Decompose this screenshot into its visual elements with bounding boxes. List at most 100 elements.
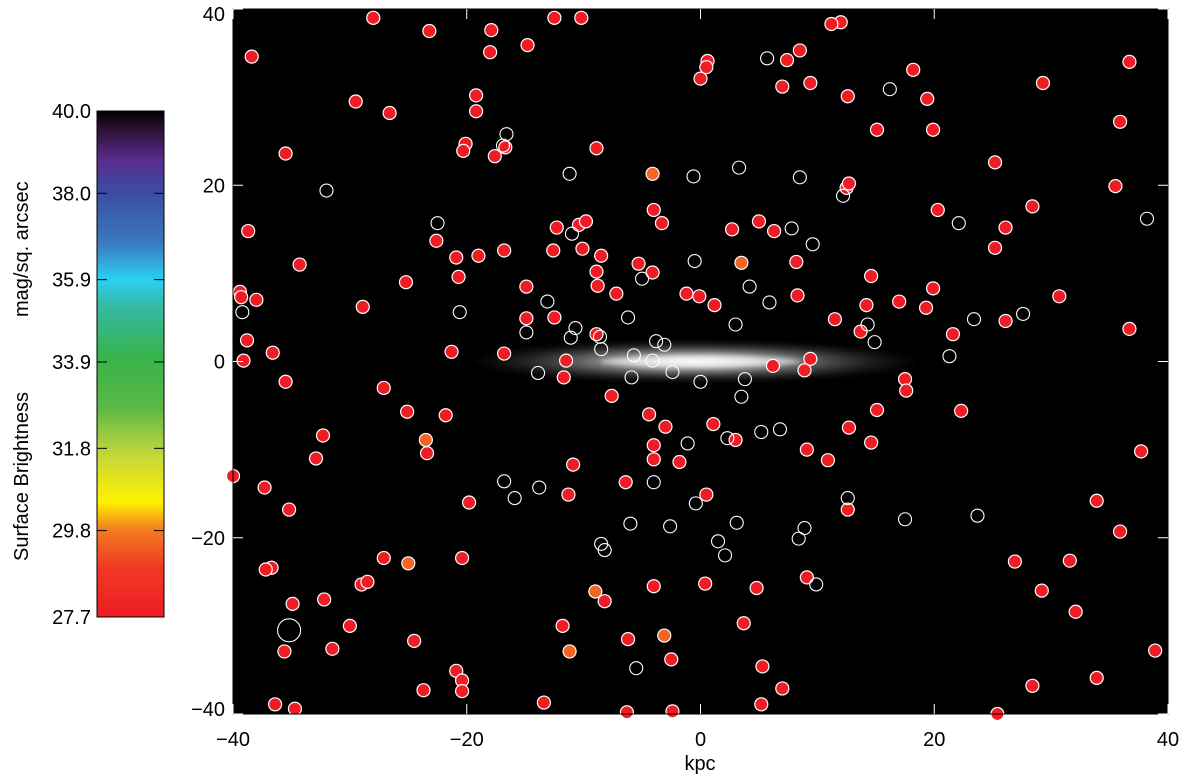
- red-point: [765, 358, 781, 374]
- red-point: [987, 240, 1003, 255]
- red-point: [471, 248, 486, 263]
- y-tick-label: −20: [191, 528, 225, 550]
- red-point: [799, 442, 814, 457]
- open-point: [532, 480, 547, 495]
- x-tick-label: 20: [923, 729, 945, 751]
- red-point: [376, 550, 391, 566]
- open-point: [568, 320, 583, 336]
- red-point: [775, 79, 790, 94]
- red-point: [234, 290, 249, 305]
- open-point: [629, 661, 644, 676]
- open-point: [772, 422, 788, 437]
- red-point: [827, 312, 843, 327]
- red-point: [456, 143, 471, 158]
- red-point: [672, 454, 687, 470]
- red-point: [646, 438, 661, 453]
- red-point: [679, 286, 694, 301]
- red-point: [645, 265, 660, 280]
- red-point: [519, 279, 534, 294]
- colorbar-tick-label: 35.9: [52, 270, 91, 292]
- red-point: [556, 370, 571, 385]
- open-point: [665, 365, 680, 380]
- red-point: [438, 408, 453, 423]
- open-point: [710, 534, 726, 549]
- colorbar-tick-label: 31.8: [52, 438, 91, 460]
- red-point: [664, 652, 679, 667]
- red-point: [594, 248, 609, 263]
- red-point: [892, 294, 907, 309]
- red-point: [566, 457, 581, 472]
- open-point: [564, 226, 579, 241]
- red-point: [366, 10, 381, 25]
- open-point: [495, 138, 511, 153]
- open-point: [693, 374, 708, 389]
- red-point: [398, 275, 414, 290]
- red-point: [658, 419, 673, 434]
- red-point: [461, 495, 477, 510]
- red-point: [869, 402, 885, 418]
- open-point: [597, 543, 612, 558]
- colorbar: 40.0 38.0 35.9 33.9 31.8 29.8 27.7 Surface Bri…: [11, 101, 165, 629]
- red-point: [376, 380, 391, 396]
- red-point: [407, 633, 422, 648]
- open-point: [734, 389, 749, 404]
- open-point: [867, 335, 882, 350]
- open-point: [760, 51, 775, 66]
- red-point: [619, 705, 634, 720]
- red-point: [918, 300, 934, 315]
- orange-point: [401, 556, 416, 571]
- red-point: [536, 695, 551, 710]
- red-point: [646, 452, 661, 467]
- red-point: [864, 268, 879, 284]
- red-point: [292, 257, 307, 272]
- red-point: [547, 10, 562, 25]
- red-point: [589, 327, 604, 342]
- red-point: [665, 704, 680, 719]
- red-point: [355, 299, 370, 314]
- open-point: [594, 342, 609, 357]
- red-point: [249, 292, 264, 307]
- red-point: [400, 404, 415, 419]
- red-point: [558, 353, 574, 368]
- red-point: [282, 502, 297, 517]
- open-point: [624, 370, 639, 385]
- red-point: [277, 644, 292, 659]
- red-point: [325, 641, 340, 656]
- red-point: [751, 214, 767, 229]
- colorbar-ticks: 40.0 38.0 35.9 33.9 31.8 29.8 27.7: [52, 101, 164, 629]
- open-point: [497, 474, 512, 489]
- orange-point: [418, 432, 433, 448]
- red-point: [315, 428, 331, 443]
- red-point: [869, 122, 885, 137]
- red-point: [451, 269, 466, 284]
- open-point: [563, 330, 578, 345]
- galaxy-disk-image: [466, 339, 923, 384]
- red-point: [820, 453, 835, 468]
- open-point: [507, 491, 522, 506]
- open-point: [235, 305, 250, 320]
- red-point: [803, 351, 818, 366]
- red-point: [429, 233, 444, 248]
- open-point: [791, 531, 806, 546]
- red-point: [257, 480, 272, 495]
- open-point: [966, 312, 982, 327]
- red-point: [555, 618, 570, 633]
- red-point: [775, 681, 790, 696]
- open-point: [717, 548, 733, 563]
- red-point: [840, 502, 855, 517]
- red-point: [487, 149, 502, 164]
- open-point: [452, 305, 467, 320]
- red-point: [360, 574, 375, 589]
- red-point: [925, 281, 941, 296]
- open-point: [562, 166, 577, 181]
- red-point: [620, 631, 636, 647]
- open-point: [792, 170, 807, 185]
- red-point: [728, 432, 743, 448]
- red-point: [754, 697, 769, 712]
- open-point: [805, 237, 820, 252]
- y-tick-label: 0: [214, 352, 225, 374]
- red-point: [1052, 289, 1067, 304]
- red-point: [693, 71, 708, 86]
- open-point: [530, 365, 546, 381]
